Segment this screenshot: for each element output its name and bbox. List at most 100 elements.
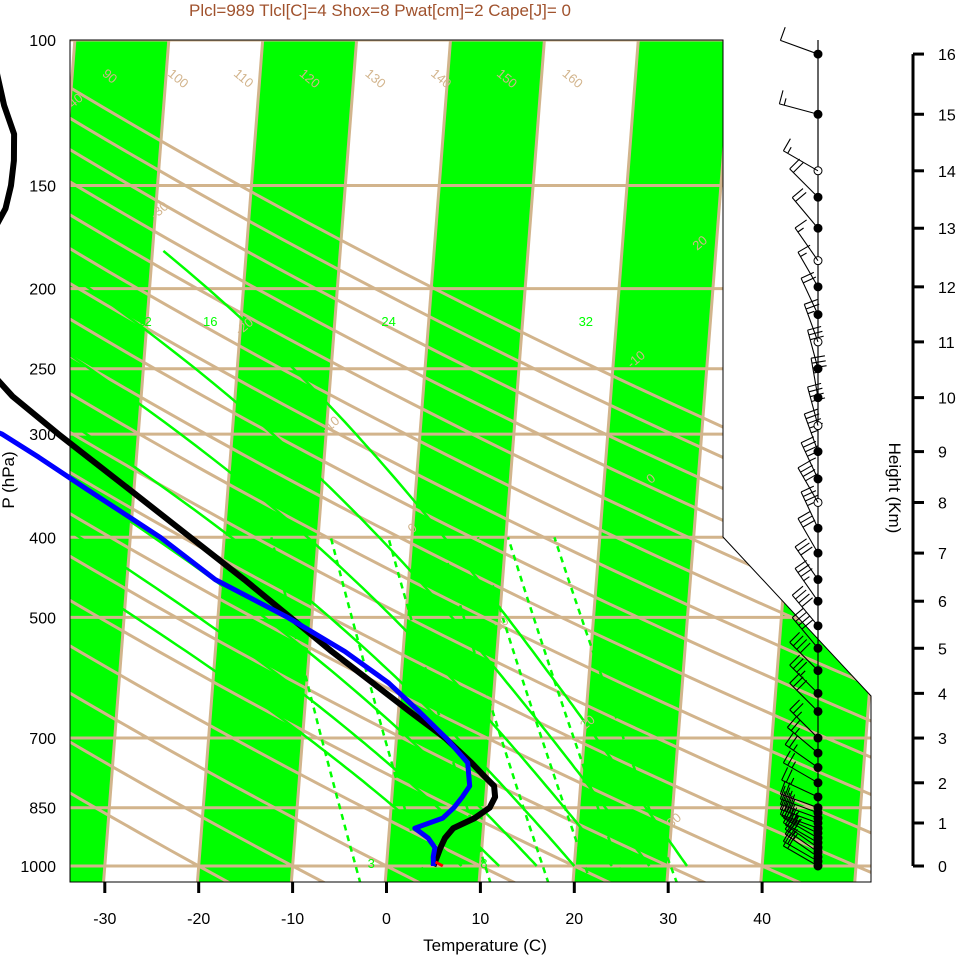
height-axis-label: Height (Km) [885, 443, 904, 534]
y-tick-label: 200 [29, 282, 56, 299]
isotherm-10 [477, 40, 546, 882]
x-tick-label: 0 [382, 911, 391, 928]
height-tick-label: 11 [938, 335, 955, 352]
wind-barb [803, 298, 820, 343]
temperature-band-7 [572, 40, 733, 882]
height-tick-label: 12 [938, 280, 956, 297]
isotherm--20 [195, 40, 265, 882]
height-tick-label: 16 [938, 47, 956, 64]
x-tick-label: -10 [281, 911, 304, 928]
height-tick-label: 10 [938, 391, 956, 408]
y-tick-label: 300 [29, 427, 56, 444]
dry-adiabat-150 [70, 40, 871, 882]
height-tick-label: 5 [938, 641, 947, 658]
dry-adiabat-label: 100 [165, 66, 191, 91]
temperature-band-6 [385, 40, 545, 882]
wind-barb [791, 608, 819, 649]
wind-barb [794, 538, 819, 580]
wind-barb [789, 672, 819, 712]
y-tick-label: 700 [29, 731, 56, 748]
y-tick-label: 1000 [20, 859, 56, 876]
sounding-profiles [0, 72, 499, 868]
isotherm--10 [289, 40, 359, 882]
moist-adiabat-label: 16 [203, 314, 217, 329]
y-tick-label: 400 [29, 530, 56, 547]
dry-adiabat-100 [70, 40, 871, 882]
wind-barb [779, 795, 819, 824]
wind-barb [779, 785, 819, 814]
mixing-ratio-3 [270, 537, 362, 882]
wind-barb [800, 271, 819, 315]
height-tick-label: 14 [938, 164, 956, 181]
wind-barb [794, 559, 819, 602]
dry-adiabat-130 [70, 40, 871, 882]
wind-barb [782, 750, 819, 784]
wind-barb [791, 188, 819, 229]
dry-adiabat-60 [70, 40, 871, 882]
moist-adiabat-label: 32 [579, 314, 593, 329]
wind-barb [781, 767, 819, 798]
height-tick-label: 0 [938, 859, 947, 876]
wind-barb [791, 585, 819, 627]
moist-adiabat-4 [70, 249, 613, 867]
y-tick-label: 150 [29, 178, 56, 195]
wind-barb [807, 325, 824, 369]
moist-adiabat-5 [70, 249, 651, 867]
y-tick-label: 500 [29, 610, 56, 627]
dry-adiabat-110 [70, 40, 871, 882]
height-tick-label: 4 [938, 686, 947, 703]
isotherm-30 [665, 40, 734, 882]
wind-barb [803, 408, 823, 452]
dry-adiabat-label: 80 [34, 66, 55, 87]
mixing-ratio-lines [270, 536, 679, 882]
wind-barb [794, 219, 819, 261]
wind-barb [807, 382, 826, 426]
mixing-ratio-16 [476, 536, 593, 882]
wind-barb [779, 791, 819, 819]
moist-adiabat-1 [70, 249, 501, 867]
wind-barb [782, 138, 819, 172]
wind-barb [778, 90, 819, 115]
wind-barb [779, 780, 819, 809]
wind-barb [789, 654, 819, 694]
y-axis-label: P (hPa) [0, 451, 18, 508]
height-tick-label: 8 [938, 495, 947, 512]
mixing-ratio-20 [506, 536, 627, 882]
chart-title: Plcl=989 Tlcl[C]=4 Shox=8 Pwat[cm]=2 Cap… [189, 1, 571, 20]
wind-barb [779, 801, 819, 829]
x-tick-label: 20 [565, 911, 583, 928]
isotherm-20 [571, 40, 640, 882]
x-tick-label: -30 [93, 911, 116, 928]
moist-adiabat-6 [162, 249, 689, 867]
isotherm-label: 30 [755, 116, 776, 137]
x-axis-label: Temperature (C) [423, 936, 547, 955]
dry-adiabat-10 [70, 40, 518, 882]
y-tick-label: 100 [29, 33, 56, 50]
moist-adiabat-label: 3 [368, 856, 375, 871]
dry-adiabat-label: 130 [362, 66, 388, 91]
height-tick-label: 7 [938, 546, 947, 563]
y-tick-label: 850 [29, 801, 56, 818]
isotherm-label: 10 [767, 563, 788, 584]
x-tick-label: 40 [753, 911, 771, 928]
height-tick-label: 1 [938, 816, 947, 833]
mixing-ratio-28 [553, 536, 679, 882]
wind-barb [784, 822, 819, 858]
wind-barb [786, 716, 819, 754]
moist-adiabat-3 [70, 249, 576, 867]
plot-border [69, 39, 872, 883]
moist-adiabat-label: 24 [381, 314, 395, 329]
isotherms [70, 40, 871, 882]
wind-barb [810, 355, 827, 398]
x-tick-label: -20 [187, 911, 210, 928]
dry-adiabat-30 [70, 40, 708, 882]
wind-barb [789, 699, 819, 739]
isotherm-50 [853, 40, 871, 882]
plot-area: -40-30-20-100102030-10010203020506070809… [34, 40, 871, 882]
wind-barb [800, 485, 819, 529]
dry-adiabat-140 [70, 40, 871, 882]
isotherm--30 [101, 40, 171, 882]
dry-adiabat-50 [70, 40, 871, 882]
